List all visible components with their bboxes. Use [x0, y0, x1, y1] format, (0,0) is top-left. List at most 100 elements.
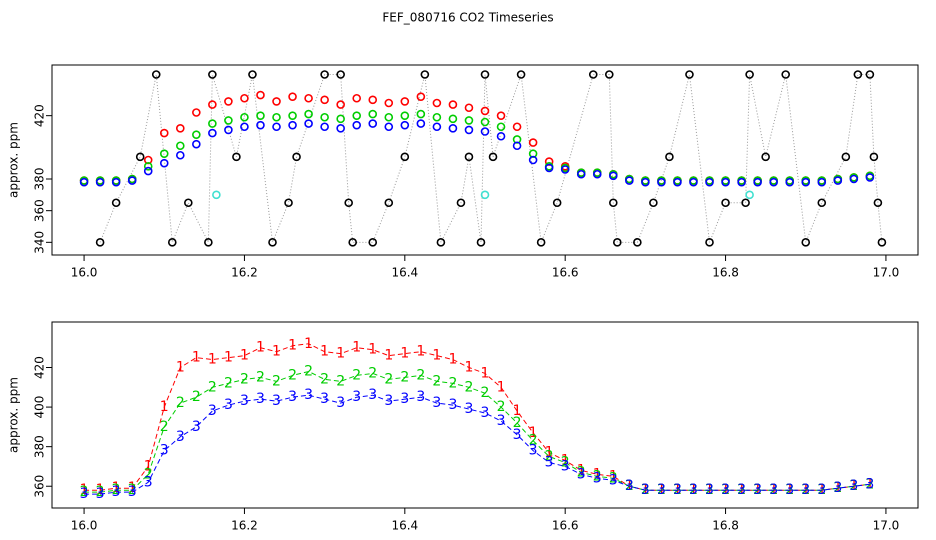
data-point [344, 198, 353, 208]
data-point [384, 122, 394, 132]
data-point [604, 70, 614, 79]
data-point [320, 112, 329, 122]
data-point [256, 90, 265, 100]
data-symbol: 1 [609, 468, 618, 484]
data-symbol: 3 [384, 393, 393, 409]
data-point [208, 128, 217, 138]
data-point [384, 198, 394, 208]
data-point [576, 169, 586, 179]
y-axis-label: approx. ppm [7, 377, 21, 453]
data-point [685, 70, 694, 79]
x-tick-label: 16.0 [71, 519, 98, 533]
data-symbol: 1 [513, 403, 522, 419]
data-point [336, 114, 345, 124]
data-point [480, 190, 490, 200]
data-symbol: 2 [465, 379, 474, 395]
data-point [256, 120, 265, 130]
series-line [84, 394, 870, 495]
data-point [512, 141, 522, 151]
data-point [817, 177, 827, 187]
data-symbol: 3 [609, 472, 618, 488]
data-symbol: 1 [497, 379, 506, 395]
data-point [641, 177, 650, 187]
data-point [769, 177, 778, 187]
data-symbol: 1 [400, 346, 409, 362]
data-symbol: 1 [176, 360, 185, 376]
data-point [745, 190, 754, 200]
data-point [432, 122, 442, 132]
data-point [208, 119, 217, 128]
data-point [633, 238, 642, 247]
data-symbol: 1 [192, 350, 201, 366]
data-point [268, 238, 277, 247]
x-tick-label: 16.4 [391, 266, 418, 280]
y-tick-label: 380 [33, 435, 47, 458]
data-symbol: 2 [256, 369, 265, 385]
data-symbol: 2 [384, 371, 393, 387]
data-symbol: 1 [208, 352, 217, 368]
data-point [240, 122, 249, 132]
data-point [448, 100, 458, 109]
data-symbol: 3 [432, 395, 441, 411]
data-symbol: 3 [400, 391, 409, 407]
data-point [480, 106, 490, 116]
data-point [159, 149, 169, 158]
data-point [873, 198, 883, 208]
data-point [175, 150, 185, 160]
data-symbol: 3 [529, 443, 538, 459]
data-point [705, 238, 714, 247]
data-symbol: 1 [593, 466, 602, 482]
series-line [99, 74, 883, 245]
data-symbol: 1 [304, 336, 313, 352]
data-point [151, 70, 161, 79]
data-point [496, 122, 506, 132]
data-symbol: 3 [288, 389, 297, 405]
data-point [625, 176, 634, 185]
data-symbol: 2 [192, 389, 201, 405]
data-point [111, 198, 121, 208]
data-point [448, 114, 458, 124]
data-symbol: 3 [208, 403, 217, 419]
data-symbol: 3 [128, 484, 137, 500]
data-point [608, 198, 618, 208]
data-point [416, 119, 426, 128]
data-point [480, 70, 490, 79]
x-tick-label: 16.6 [552, 266, 579, 280]
data-point [284, 198, 293, 208]
data-point [95, 177, 105, 187]
plot-frame [51, 321, 919, 509]
data-symbol: 3 [481, 405, 490, 421]
data-symbol: 3 [256, 391, 265, 407]
data-point [496, 131, 506, 141]
data-point [272, 122, 281, 132]
data-symbol: 2 [400, 369, 409, 385]
y-tick-label: 340 [33, 231, 47, 254]
data-symbol: 3 [465, 401, 474, 417]
data-point [400, 97, 410, 106]
data-symbol: 2 [112, 482, 121, 498]
y-tick-label: 420 [33, 104, 47, 127]
data-point [464, 152, 474, 162]
data-point [721, 198, 730, 208]
data-symbol: 1 [224, 350, 233, 366]
data-symbol: 3 [817, 482, 826, 498]
data-point [801, 238, 811, 247]
data-symbol: 1 [352, 340, 361, 356]
data-point [673, 177, 682, 187]
data-symbol: 3 [849, 478, 858, 494]
data-symbol: 1 [112, 480, 121, 496]
data-point [240, 93, 249, 103]
data-point [665, 152, 674, 162]
data-symbol: 3 [224, 397, 233, 413]
data-point [143, 166, 153, 176]
data-point [801, 177, 811, 187]
data-point [204, 238, 213, 247]
data-point [480, 117, 490, 127]
data-point [143, 162, 153, 171]
data-symbol: 3 [737, 482, 746, 498]
data-symbol: 1 [144, 458, 153, 474]
data-symbol: 2 [208, 379, 217, 395]
data-point [111, 177, 121, 187]
data-point [741, 198, 750, 208]
data-symbol: 3 [785, 482, 794, 498]
